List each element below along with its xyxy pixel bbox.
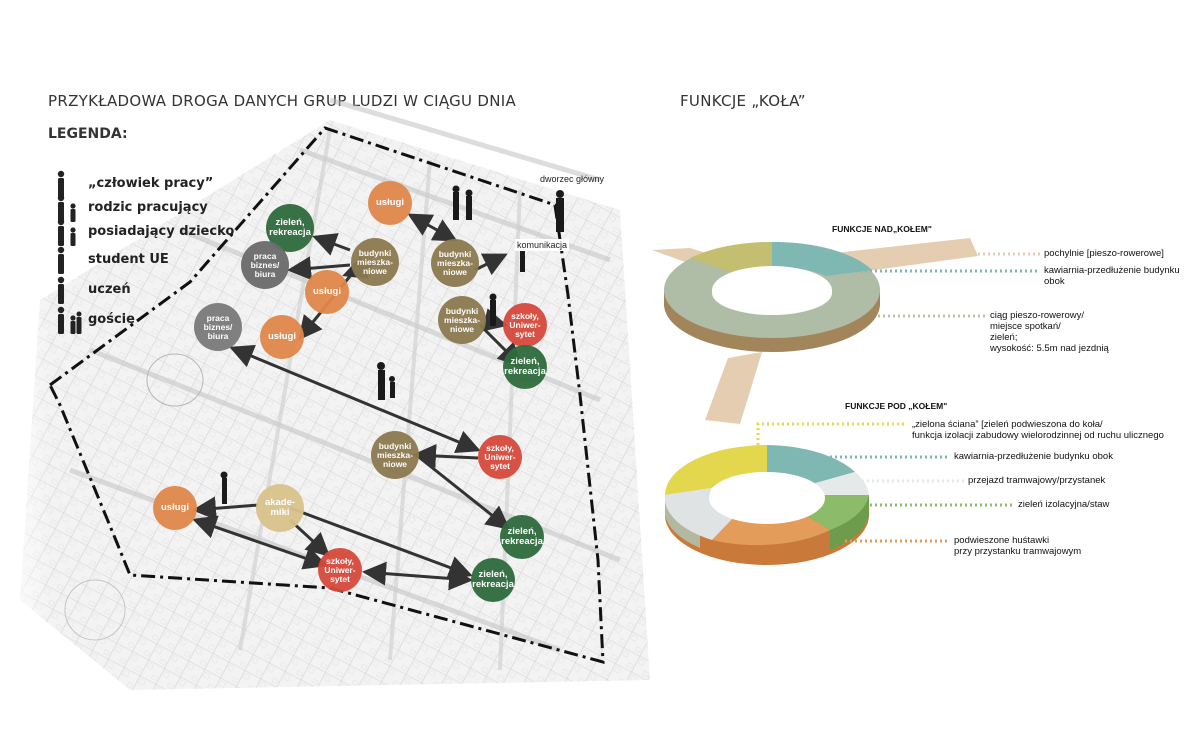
legend-item-label: posiadający dziecko bbox=[88, 224, 235, 239]
wheel-tram-segment bbox=[812, 472, 869, 495]
map-node-zielen4: zieleń, rekreacja bbox=[471, 558, 515, 602]
map-node-label: niowe bbox=[449, 323, 475, 334]
left-title: PRZYKŁADOWA DROGA DANYCH GRUP LUDZI W CI… bbox=[48, 92, 517, 110]
wheel-swings-segment bbox=[712, 515, 830, 546]
map-node-label: sytet bbox=[515, 328, 535, 339]
student-person-icon bbox=[52, 246, 82, 276]
ramp-bottom bbox=[705, 352, 762, 424]
map-node-uslugi4: usługi bbox=[153, 486, 197, 530]
map-node-label: szkoły, bbox=[486, 442, 514, 453]
map-node-label: rekreacja bbox=[501, 536, 543, 547]
map-node-uslugi3: usługi bbox=[260, 315, 304, 359]
map-node-label: sytet bbox=[490, 460, 510, 471]
parent-child-icon bbox=[52, 218, 82, 248]
map-node-akademiki: akade-miki bbox=[256, 484, 304, 532]
map-node-label: szkoły, bbox=[511, 310, 539, 321]
legend-item-label: student UE bbox=[88, 252, 169, 267]
map-node-label: biura bbox=[254, 268, 276, 279]
map-node-label: rekreacja bbox=[504, 366, 546, 377]
map-node-uslugi1: usługi bbox=[368, 181, 412, 225]
map-node-label: usługi bbox=[161, 502, 189, 513]
map-node-label: biznes/ bbox=[203, 321, 233, 332]
map-node-budynki2: budynki mieszka-niowe bbox=[431, 239, 479, 287]
map-node-label: akade- bbox=[264, 497, 296, 508]
map-node-label: rekreacja bbox=[269, 227, 311, 238]
map-node-label: budynki bbox=[445, 305, 479, 316]
map-node-label: mieszka- bbox=[437, 257, 473, 268]
map-node-label: Uniwer- bbox=[484, 451, 516, 462]
map-node-label: biznes/ bbox=[250, 259, 280, 270]
map-node-label: niowe bbox=[442, 266, 468, 277]
legend-item-label: uczeń bbox=[88, 282, 131, 297]
map-node-label: praca bbox=[206, 312, 230, 323]
map-node-zielen3: zieleń, rekreacja bbox=[500, 515, 544, 559]
wheel-above-label: FUNKCJE NAD„KOŁEM" bbox=[832, 224, 932, 234]
wheel-pond-segment bbox=[805, 495, 869, 530]
map-node-budynki4: budynki mieszka-niowe bbox=[371, 431, 419, 479]
legend-item-label: rodzic pracujący bbox=[88, 200, 208, 215]
annotation-cafe: kawiarnia-przedłużenie budynku obok bbox=[1044, 265, 1180, 287]
map-node-label: zieleń, bbox=[478, 569, 508, 580]
annotation-pond: zieleń izolacyjna/staw bbox=[1018, 499, 1110, 510]
map-node-label: usługi bbox=[268, 331, 296, 342]
map-people-silhouettes bbox=[220, 185, 564, 504]
wheel-cafe-segment bbox=[772, 241, 872, 276]
map-node-label: usługi bbox=[376, 197, 404, 208]
map-node-budynki1: budynki mieszka-niowe bbox=[351, 238, 399, 286]
map-node-label: mieszka- bbox=[377, 449, 413, 460]
map-node-label: zieleń, bbox=[510, 356, 540, 367]
dworzec-label: dworzec główny bbox=[540, 174, 605, 184]
map-node-label: niowe bbox=[362, 265, 388, 276]
map-node-label: miki bbox=[270, 507, 290, 518]
map-node-label: biura bbox=[207, 330, 229, 341]
map-node-label: budynki bbox=[438, 248, 472, 259]
wheel-yellow-segment bbox=[690, 241, 772, 272]
annotation-pedestrian: ciąg pieszo-rowerowy/ miejsce spotkań/ z… bbox=[990, 310, 1109, 354]
legend-item-label: „człowiek pracy” bbox=[88, 176, 214, 191]
map-node-label: usługi bbox=[313, 286, 341, 297]
map-node-label: budynki bbox=[378, 440, 412, 451]
annotation-ramps: pochylnie [pieszo-rowerowe] bbox=[1044, 248, 1164, 259]
map-node-praca1: praca biznes/biura bbox=[241, 241, 289, 289]
map-node-label: mieszka- bbox=[357, 256, 393, 267]
annotation-tram: przejazd tramwajowy/przystanek bbox=[968, 475, 1106, 486]
map-node-label: zieleń, bbox=[507, 526, 537, 537]
parent-child-icon bbox=[52, 194, 82, 224]
annotation-cafe-below: kawiarnia-przedłużenie budynku obok bbox=[954, 451, 1113, 462]
worker-person-icon bbox=[52, 170, 82, 200]
map-node-label: budynki bbox=[358, 247, 392, 258]
map-node-label: Uniwer- bbox=[509, 319, 541, 330]
map-node-label: Uniwer- bbox=[324, 564, 356, 575]
map-node-budynki3: budynki mieszka-niowe bbox=[438, 296, 486, 344]
right-title: FUNKCJE „KOŁA” bbox=[680, 92, 806, 110]
map-node-label: rekreacja bbox=[472, 579, 514, 590]
komunikacja-label: komunikacja bbox=[515, 239, 570, 251]
map-node-uslugi2: usługi bbox=[305, 270, 349, 314]
map-node-praca2: praca biznes/biura bbox=[194, 303, 242, 351]
map-node-szkoly1: szkoły, Uniwer-sytet bbox=[503, 303, 547, 347]
wheel-grey-segment bbox=[664, 488, 735, 540]
wheel-below-label: FUNKCJE POD „KOŁEM" bbox=[845, 401, 948, 411]
pupil-person-icon bbox=[52, 276, 82, 306]
map-node-label: szkoły, bbox=[326, 555, 354, 566]
map-node-label: mieszka- bbox=[444, 314, 480, 325]
map-node-label: niowe bbox=[382, 458, 408, 469]
wheel-green-wall-segment bbox=[665, 445, 767, 495]
map-node-zielen2: zieleń, rekreacja bbox=[503, 345, 547, 389]
legend-title: LEGENDA: bbox=[48, 126, 128, 142]
map-node-label: sytet bbox=[330, 573, 350, 584]
legend-item-label: goście bbox=[88, 312, 135, 327]
map-node-szkoly2: szkoły, Uniwer-sytet bbox=[478, 435, 522, 479]
annotation-swings: podwieszone huśtawki przy przystanku tra… bbox=[954, 535, 1082, 557]
map-node-szkoly3: szkoły, Uniwer-sytet bbox=[318, 548, 362, 592]
map-node-label: zieleń, bbox=[275, 217, 305, 228]
annotation-green-wall: „zielona ściana” [zieleń podwieszona do … bbox=[912, 419, 1164, 441]
guests-group-icon bbox=[52, 306, 82, 336]
area-boundary bbox=[48, 126, 605, 664]
map-node-label: praca bbox=[253, 250, 277, 261]
